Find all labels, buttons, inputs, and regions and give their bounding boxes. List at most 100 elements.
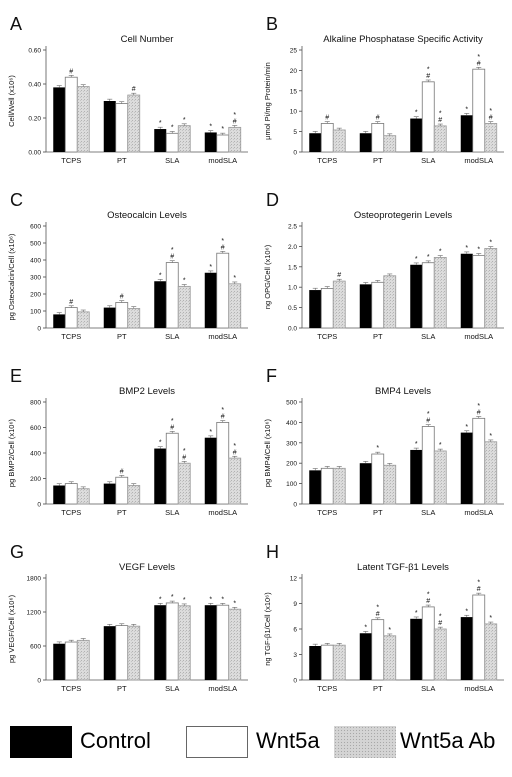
panel-c-bar-sla-wnt5a [165,262,179,329]
panel-g-bar-modsla-wnt5a [216,604,230,681]
panel-c-bar-tcps-wnt5a-ab [76,311,90,329]
panel-f-y-tick-label: 400 [286,420,297,427]
panel-a-bar-modsla-control [204,132,217,152]
panel-a-bar-modsla-wnt5a-marker: * [221,126,224,133]
panel-a-x-tick-label-modsla: modSLA [208,156,237,165]
panel-g-y-tick-label: 600 [30,644,41,651]
panel-h-bar-sla-wnt5a-ab-marker: * [439,614,442,621]
panel-f-bar-sla-control [410,449,423,504]
panel-g-x-tick-label-pt: PT [117,684,127,693]
panel-c-bar-sla-control [154,281,167,328]
panel-e-bar-sla-wnt5a [165,432,179,505]
panel-b-y-tick-label: 0 [293,150,297,157]
panel-c-title: Osteocalcin Levels [107,210,187,221]
panel-a-bar-tcps-wnt5a [64,76,78,153]
panel-g-bar-pt-wnt5a-ab [127,625,141,681]
panel-h-bar-pt-wnt5a-ab-marker: * [388,627,391,634]
panel-d-bar-sla-control-marker: * [415,256,418,263]
panel-a-x-tick-label-sla: SLA [165,156,179,165]
panel-h-y-tick-label: 3 [293,652,297,659]
panel-e-y-tick-label: 400 [30,451,41,458]
panel-f-y-tick-label: 500 [286,400,297,407]
panel-b-x-tick-label-pt: PT [373,156,383,165]
panel-h-bar-pt-wnt5a-marker: * [376,604,379,611]
panel-c-bar-tcps-control [53,314,66,328]
panel-f-bar-sla-wnt5a-ab-marker: * [439,442,442,449]
panel-b-bar-sla-wnt5a-ab-marker: * [439,111,442,118]
panel-e-bar-modsla-wnt5a-marker: # [221,414,225,421]
panel-h-bar-modsla-wnt5a [472,594,486,681]
panel-b-bar-sla-wnt5a [421,81,435,153]
panel-h-bar-pt-wnt5a-ab [383,635,397,681]
panel-e-bar-modsla-wnt5a-ab [228,457,242,505]
panel-d-y-tick-label: 1.5 [288,264,297,271]
panel-d-bar-modsla-wnt5a-marker: * [477,247,480,254]
panel-e-bar-modsla-wnt5a-ab-marker: * [233,443,236,450]
panel-e-y-tick-label: 200 [30,476,41,483]
panel-g-title: VEGF Levels [119,562,175,573]
panel-f-bar-tcps-wnt5a [320,467,334,505]
panel-b-bar-pt-wnt5a [371,123,385,153]
panel-d-bar-tcps-control [309,290,322,328]
panel-d-bar-sla-wnt5a-ab [433,257,447,329]
panel-b-y-tick-label: 20 [290,68,298,75]
panel-e-bar-modsla-control-marker: * [209,429,212,436]
panel-h-bar-tcps-wnt5a-ab [332,644,346,681]
panel-b-bar-sla-wnt5a-ab [433,125,447,153]
panel-c-bar-pt-wnt5a-ab [127,308,141,329]
panel-a-letter: A [10,14,22,34]
panel-e-title: BMP2 Levels [119,386,175,397]
panel-b-bar-sla-wnt5a-marker: # [426,73,430,80]
panel-a-bar-pt-control [103,101,116,152]
panel-e-bar-sla-wnt5a-marker: # [170,424,174,431]
panel-f-bar-modsla-control [460,432,473,504]
panel-h-x-tick-label-tcps: TCPS [317,684,337,693]
panel-g-bar-tcps-control [53,643,66,680]
panel-b-y-tick-label: 10 [290,109,298,116]
panel-f-bar-modsla-wnt5a-marker: * [477,403,480,410]
legend-label-wnt5a: Wnt5a [256,728,320,753]
panel-h-y-axis-label: ng TGF-β1/Cell (x10⁶) [263,592,272,666]
panel-a-bar-sla-wnt5a [165,132,179,153]
panel-f-bar-pt-wnt5a-marker: * [376,445,379,452]
panel-h-bar-modsla-wnt5a-ab [484,623,498,681]
panel-b-bar-sla-wnt5a-marker: * [427,66,430,73]
panel-b-bar-pt-control [359,133,372,152]
panel-f-letter: F [266,366,277,386]
panel-h: H Latent TGF-β1 Levels 0 3 6 9 12 ng TGF-β1/Cel… [263,542,504,693]
panel-a-bar-modsla-wnt5a-ab-marker: # [233,119,237,126]
panel-a-bar-pt-wnt5a-ab-marker: # [132,86,136,93]
panel-h-bar-pt-control [359,633,372,680]
panel-g: G VEGF Levels 0 600 1200 1800 pg VEGF/Cell (x1… [7,542,248,693]
panel-d-bar-sla-wnt5a-marker: * [427,254,430,261]
panel-g-bar-modsla-control-marker: * [209,596,212,603]
panel-a-y-axis-label: Cell/Well (x10⁶) [7,75,16,127]
panel-c-bar-tcps-wnt5a-marker: # [69,299,73,306]
panel-a-bar-sla-wnt5a-ab-marker: * [183,117,186,124]
panel-a-bar-pt-wnt5a-ab [127,94,141,153]
panel-d-y-tick-label: 1.0 [288,285,297,292]
legend-swatch-wnt5a-ab [334,726,396,758]
panel-h-bar-sla-control-marker: * [415,610,418,617]
panel-d-x-tick-label-pt: PT [373,332,383,341]
panel-h-x-tick-label-sla: SLA [421,684,435,693]
panel-c-y-tick-label: 300 [30,275,41,282]
panel-h-y-tick-label: 0 [293,678,297,685]
legend-label-control: Control [80,728,151,753]
panel-h-bar-sla-control [410,618,423,680]
panel-g-y-tick-label: 0 [37,678,41,685]
panel-d-x-tick-label-modsla: modSLA [464,332,493,341]
panel-b-x-tick-label-tcps: TCPS [317,156,337,165]
panel-d-x-tick-label-tcps: TCPS [317,332,337,341]
panel-b-bar-modsla-wnt5a [472,68,486,153]
panel-e-bar-pt-wnt5a-marker: # [120,468,124,475]
panel-h-title: Latent TGF-β1 Levels [357,562,449,573]
panel-e-bar-modsla-wnt5a [216,421,230,505]
panel-c-bar-modsla-control-marker: * [209,264,212,271]
panel-c-bar-pt-wnt5a-marker: # [120,294,124,301]
panel-f-x-tick-label-pt: PT [373,508,383,517]
panel-f-x-tick-label-sla: SLA [421,508,435,517]
panel-c-bar-modsla-control [204,272,217,328]
panel-h-bar-pt-control-marker: * [364,624,367,631]
panel-g-bar-sla-control [154,605,167,680]
